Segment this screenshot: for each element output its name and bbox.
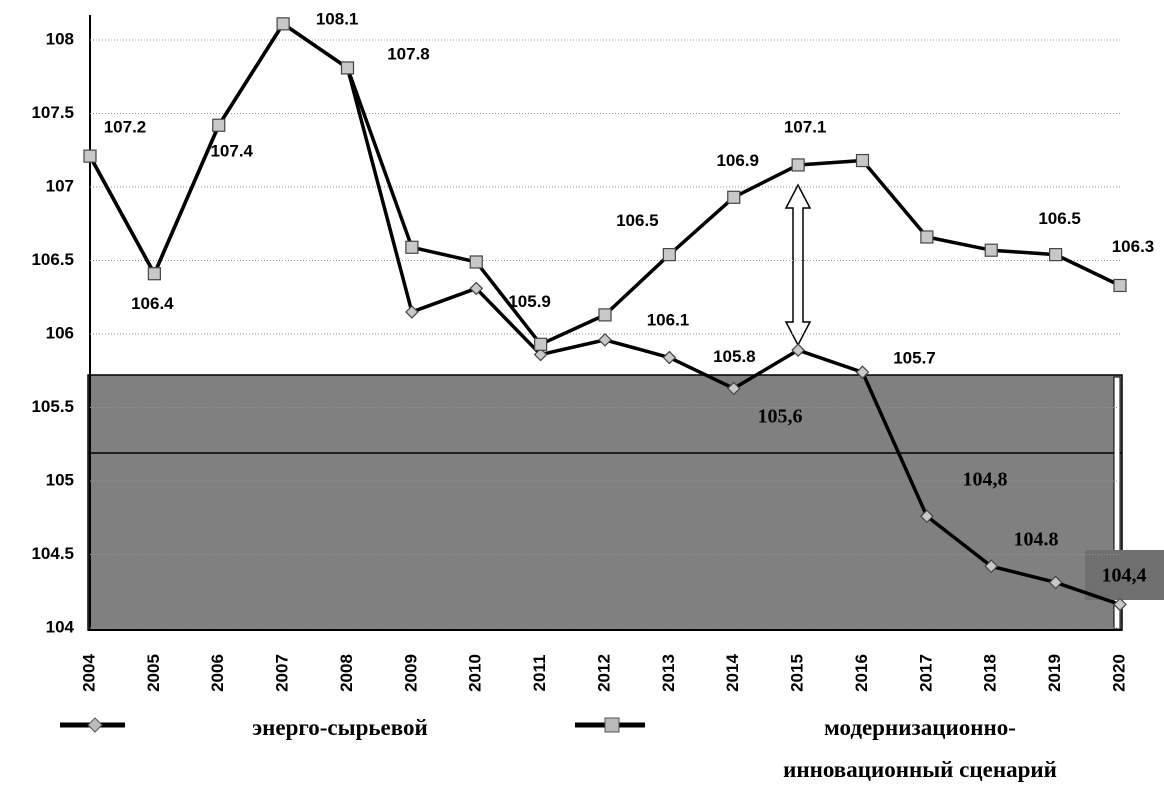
marker — [1113, 597, 1127, 612]
legend-label: модернизационно- инновационный сценарий — [783, 715, 1057, 782]
y-tick-label: 105.5 — [31, 397, 74, 416]
data-label: 107.4 — [210, 142, 253, 161]
marker — [212, 118, 226, 132]
marker — [469, 281, 484, 296]
y-tick-label: 106.5 — [31, 250, 74, 269]
legend-marker — [87, 717, 103, 733]
data-label: 106.9 — [716, 151, 759, 170]
marker — [1113, 278, 1127, 293]
marker — [855, 365, 870, 380]
marker — [340, 61, 355, 75]
marker — [1049, 248, 1063, 262]
x-tick-label: 2010 — [466, 654, 485, 692]
marker — [147, 267, 161, 281]
marker — [276, 17, 290, 31]
x-tick-label: 2020 — [1109, 654, 1128, 692]
marker — [855, 153, 870, 168]
marker — [791, 158, 805, 172]
data-label: 105.8 — [713, 347, 756, 366]
marker — [405, 240, 419, 254]
marker — [598, 333, 612, 347]
x-tick-label: 2019 — [1045, 654, 1064, 692]
y-tick-label: 105 — [46, 470, 74, 489]
y-tick-label: 106 — [46, 323, 74, 342]
x-tick-label: 2014 — [723, 654, 742, 692]
x-tick-label: 2016 — [852, 654, 871, 692]
data-label: 107.2 — [104, 118, 147, 137]
legend-label: энерго-сырьевой — [252, 715, 428, 740]
x-tick-label: 2015 — [788, 654, 807, 692]
x-tick-label: 2018 — [981, 654, 1000, 692]
marker — [534, 337, 548, 351]
y-tick-label: 107 — [46, 176, 74, 195]
marker — [791, 343, 805, 358]
marker — [469, 255, 483, 269]
marker — [533, 347, 548, 362]
marker — [662, 350, 677, 365]
marker — [83, 149, 97, 163]
label-box — [1085, 550, 1164, 600]
marker — [920, 509, 934, 524]
x-tick-label: 2008 — [337, 654, 356, 692]
annotation: 104,8 — [963, 469, 1008, 491]
x-tick-label: 2013 — [659, 654, 678, 692]
x-tick-label: 2012 — [594, 654, 613, 692]
arrow — [784, 183, 812, 347]
data-label: 106.5 — [1038, 209, 1081, 228]
marker — [662, 248, 676, 262]
x-tick-label: 2009 — [401, 654, 420, 692]
data-label: 105.9 — [508, 292, 551, 311]
marker — [727, 190, 741, 204]
data-label: 107.8 — [387, 44, 430, 63]
data-label: 106.1 — [647, 310, 690, 329]
x-tick-label: 2011 — [530, 655, 549, 692]
series-line — [88, 22, 1121, 347]
legend-marker — [604, 717, 620, 733]
y-tick-label: 108 — [46, 29, 74, 48]
marker — [726, 381, 741, 396]
marker — [920, 230, 934, 244]
data-label: 106.4 — [131, 294, 174, 313]
y-tick-label: 107.5 — [31, 103, 74, 122]
marker — [984, 559, 999, 574]
marker — [598, 308, 612, 322]
annotation: 105,6 — [758, 406, 803, 428]
annotation: 104,4 — [1102, 565, 1147, 587]
marker — [1048, 575, 1063, 590]
data-label: 108.1 — [316, 9, 359, 28]
y-tick-label: 104 — [46, 617, 75, 636]
x-tick-label: 2006 — [208, 654, 227, 692]
marker — [405, 305, 419, 319]
data-label: 107.1 — [784, 117, 827, 136]
y-tick-label: 104.5 — [31, 544, 74, 563]
data-label: 105.7 — [893, 349, 936, 368]
x-tick-label: 2007 — [273, 654, 292, 692]
x-tick-label: 2017 — [916, 654, 935, 692]
overlay-box — [87, 374, 1123, 631]
data-label: 106.3 — [1112, 237, 1155, 256]
marker — [984, 243, 998, 257]
data-label: 106.5 — [616, 211, 659, 230]
x-tick-label: 2005 — [144, 654, 163, 692]
x-tick-label: 2004 — [79, 654, 98, 692]
annotation: 104.8 — [1014, 529, 1059, 551]
